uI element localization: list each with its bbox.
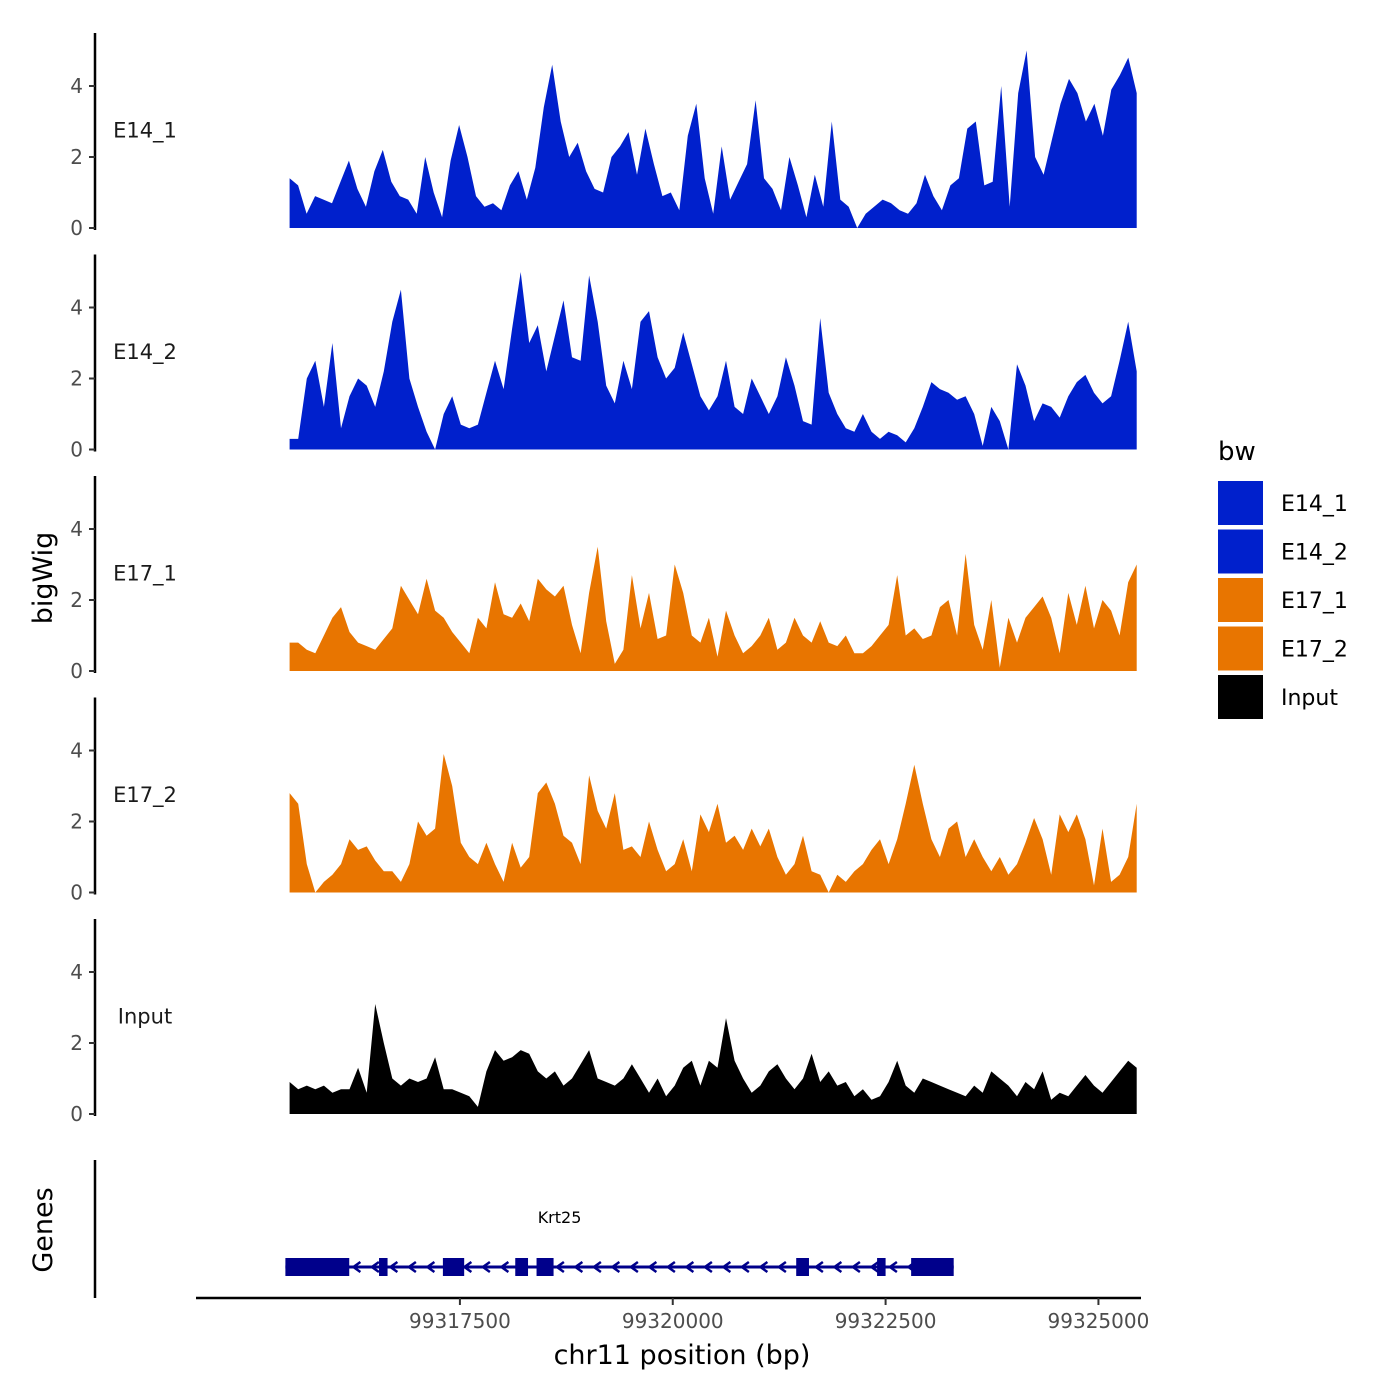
gene-name-label: Krt25 [538, 1208, 582, 1227]
strand-arrow [776, 1260, 787, 1274]
legend-item: Input [1218, 675, 1338, 719]
strand-arrow [573, 1260, 584, 1274]
legend-item: E17_2 [1218, 626, 1348, 671]
x-axis-title: chr11 position (bp) [554, 1340, 811, 1371]
strand-arrow [388, 1260, 399, 1274]
strand-arrow [628, 1260, 639, 1274]
strand-arrow [425, 1260, 436, 1274]
strand-arrow [480, 1260, 491, 1274]
coverage-area-Input [289, 1004, 1137, 1114]
y-tick-label: 2 [70, 145, 83, 169]
strand-arrow [758, 1260, 769, 1274]
y-tick-label: 2 [70, 588, 83, 612]
track-E14_1: 0 2 4 E14_1 [70, 33, 1137, 240]
gene-Krt25: Krt25 [285, 1208, 954, 1276]
legend-title: bw [1218, 437, 1256, 467]
y-tick-label: 0 [70, 659, 83, 683]
y-tick-label: 0 [70, 1102, 83, 1126]
strand-arrow [739, 1260, 750, 1274]
exon [536, 1258, 554, 1276]
legend-item: E17_1 [1218, 578, 1348, 622]
track-label: E14_1 [113, 118, 177, 143]
exon [911, 1258, 954, 1276]
y-tick-label: 2 [70, 367, 83, 391]
strand-arrow [406, 1260, 417, 1274]
strand-arrow [591, 1260, 602, 1274]
track-label: E14_2 [113, 340, 177, 365]
track-E17_1: 0 2 4 E17_1 [70, 476, 1137, 683]
y-tick-label: 4 [70, 739, 83, 763]
track-Input: 0 2 4 Input [70, 919, 1137, 1126]
strand-arrow [665, 1260, 676, 1274]
strand-arrow [887, 1260, 898, 1274]
x-tick-label: 99320000 [622, 1309, 724, 1333]
legend-swatch [1218, 529, 1263, 574]
exon [515, 1258, 529, 1276]
strand-arrow [499, 1260, 510, 1274]
y-tick-label: 4 [70, 296, 83, 320]
legend-label: Input [1281, 686, 1338, 711]
exon [796, 1258, 809, 1276]
legend-label: E14_1 [1281, 492, 1348, 517]
strand-arrow [610, 1260, 621, 1274]
genes-track-title: Genes [28, 1187, 59, 1272]
strand-arrow [702, 1260, 713, 1274]
y-tick-label: 4 [70, 74, 83, 98]
coverage-area-E17_1 [289, 546, 1137, 671]
legend-label: E17_2 [1281, 638, 1348, 663]
y-axis-title: bigWig [28, 532, 59, 625]
y-tick-label: 0 [70, 881, 83, 905]
y-tick-label: 0 [70, 216, 83, 240]
legend-item: E14_2 [1218, 529, 1348, 574]
exon [285, 1258, 350, 1276]
strand-arrow [369, 1260, 380, 1274]
exon [442, 1258, 465, 1276]
coverage-area-E14_1 [289, 50, 1137, 228]
tracks-layer: 0 2 4 E14_1 0 2 4 E14_2 0 2 4 E17_1 0 2 4 E17_2 0 2 4 Input [70, 33, 1137, 1126]
y-tick-label: 4 [70, 960, 83, 984]
strand-arrow [554, 1260, 565, 1274]
track-label: Input [118, 1004, 172, 1028]
strand-arrow [351, 1260, 362, 1274]
x-axis: 99317500 99320000 99322500 99325000 [196, 1296, 1150, 1333]
exon [877, 1258, 886, 1276]
track-E17_2: 0 2 4 E17_2 [70, 697, 1137, 905]
strand-arrow [647, 1260, 658, 1274]
y-tick-label: 4 [70, 517, 83, 541]
strand-arrow [850, 1260, 861, 1274]
x-tick-label: 99322500 [835, 1309, 937, 1333]
y-tick-label: 2 [70, 1031, 83, 1055]
strand-arrow [832, 1260, 843, 1274]
y-tick-label: 2 [70, 810, 83, 834]
track-label: E17_2 [113, 783, 177, 808]
exon [379, 1258, 388, 1276]
x-tick-label: 99325000 [1048, 1309, 1150, 1333]
legend-swatch [1218, 578, 1263, 622]
legend: bw E14_1 E14_2 E17_1 E17_2 Input [1218, 437, 1348, 719]
legend-swatch [1218, 481, 1263, 525]
legend-label: E14_2 [1281, 541, 1348, 566]
strand-arrow [869, 1260, 880, 1274]
coverage-area-E17_2 [289, 754, 1137, 893]
strand-arrow [721, 1260, 732, 1274]
strand-arrow [462, 1260, 473, 1274]
track-E14_2: 0 2 4 E14_2 [70, 254, 1137, 462]
genes-track: Krt25 [93, 1160, 954, 1298]
legend-label: E17_1 [1281, 589, 1348, 614]
coverage-area-E14_2 [289, 272, 1137, 450]
strand-arrow [813, 1260, 824, 1274]
track-label: E17_1 [113, 561, 177, 586]
x-tick-label: 99317500 [409, 1309, 511, 1333]
strand-arrow [684, 1260, 695, 1274]
legend-swatch [1218, 675, 1263, 719]
legend-item: E14_1 [1218, 481, 1348, 525]
y-tick-label: 0 [70, 438, 83, 462]
legend-swatch [1218, 626, 1263, 671]
